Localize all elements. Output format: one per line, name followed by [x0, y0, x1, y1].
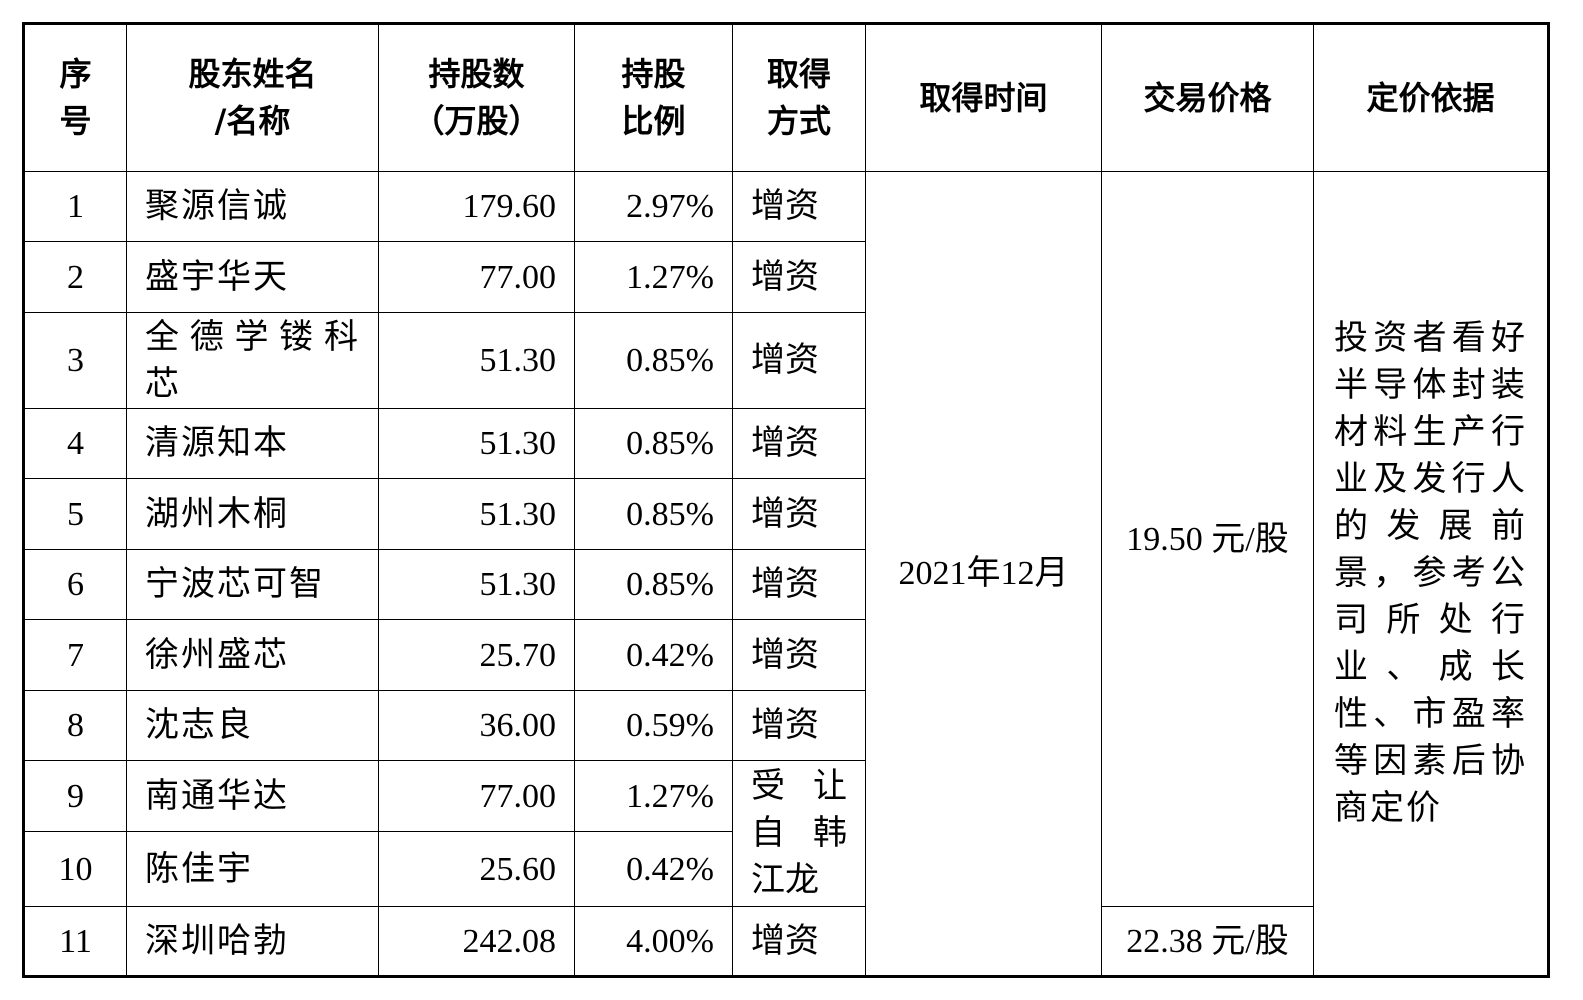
row: 11 深圳哈勃 242.08 4.00% 增资 22.38 元/股 — [23, 906, 1549, 977]
seq-cell: 4 — [23, 408, 127, 479]
header-cell: 取得时间 — [865, 23, 1102, 172]
shares-cell: 51.30 — [378, 312, 575, 409]
method-cell: 增资 — [732, 549, 866, 620]
header-cell: 定价依据 — [1313, 23, 1549, 172]
ratio-cell: 1.27% — [574, 241, 733, 313]
seq-cell: 7 — [23, 619, 127, 691]
header-cell: 交易价格 — [1101, 23, 1314, 172]
name-cell: 清源知本 — [126, 408, 379, 479]
name-cell: 陈佳宇 — [126, 831, 379, 907]
name-cell: 徐州盛芯 — [126, 619, 379, 691]
shareholder-table: 序 号股东姓名 /名称 持股数 （万股） 持股 比例 取得 方式 取得时间 交易价格 定价依… — [22, 22, 1550, 978]
method-cell: 增资 — [732, 312, 866, 409]
shares-cell: 77.00 — [378, 760, 575, 832]
shares-cell: 179.60 — [378, 171, 575, 242]
shares-cell: 242.08 — [378, 906, 575, 977]
row: 7 徐州盛芯 25.70 0.42% 增资 — [23, 619, 1549, 691]
name-cell: 沈志良 — [126, 690, 379, 761]
ratio-cell: 0.42% — [574, 831, 733, 907]
ratio-cell: 0.85% — [574, 312, 733, 409]
header-cell: 股东姓名 /名称 — [126, 23, 379, 172]
method-cell: 增资 — [732, 171, 866, 242]
row: 9 南通华达 77.00 1.27% 受让自韩江龙 — [23, 760, 1549, 907]
shares-cell: 51.30 — [378, 549, 575, 620]
price-cell: 22.38 元/股 — [1101, 906, 1314, 977]
ratio-cell: 0.59% — [574, 690, 733, 761]
name-cell: 全德学镂科芯 — [126, 312, 379, 409]
ratio-cell: 1.27% — [574, 760, 733, 832]
name-cell: 宁波芯可智 — [126, 549, 379, 620]
seq-cell: 1 — [23, 171, 127, 242]
seq-cell: 9 — [23, 760, 127, 832]
seq-cell: 2 — [23, 241, 127, 313]
seq-cell: 5 — [23, 478, 127, 550]
method-cell: 增资 — [732, 408, 866, 479]
price-cell: 19.50 元/股 — [1101, 171, 1314, 907]
header-row: 序 号股东姓名 /名称 持股数 （万股） 持股 比例 取得 方式 取得时间 交易价格 定价依… — [23, 23, 1549, 172]
method-cell: 增资 — [732, 241, 866, 313]
seq-cell: 11 — [23, 906, 127, 977]
shares-cell: 51.30 — [378, 478, 575, 550]
name-cell: 盛宇华天 — [126, 241, 379, 313]
row: 6 宁波芯可智 51.30 0.85% 增资 — [23, 549, 1549, 620]
row: 10 陈佳宇 25.60 0.42% — [23, 831, 1549, 907]
ratio-cell: 0.85% — [574, 408, 733, 479]
method-cell: 增资 — [732, 619, 866, 691]
shares-cell: 25.60 — [378, 831, 575, 907]
header-cell: 持股数 （万股） — [378, 23, 575, 172]
shares-cell: 77.00 — [378, 241, 575, 313]
time-cell: 2021年12月 — [865, 171, 1102, 977]
ratio-cell: 0.85% — [574, 549, 733, 620]
name-cell: 南通华达 — [126, 760, 379, 832]
seq-cell: 6 — [23, 549, 127, 620]
name-cell: 聚源信诚 — [126, 171, 379, 242]
shares-cell: 51.30 — [378, 408, 575, 479]
basis-cell: 投资者看好半导体封装材料生产行业及发行人的发展前景，参考公司所处行业、成长性、市… — [1313, 171, 1549, 977]
ratio-cell: 2.97% — [574, 171, 733, 242]
row: 3 全德学镂科芯 51.30 0.85% 增资 — [23, 312, 1549, 409]
row: 8 沈志良 36.00 0.59% 增资 — [23, 690, 1549, 761]
seq-cell: 8 — [23, 690, 127, 761]
header-cell: 序 号 — [23, 23, 127, 172]
row: 1 聚源信诚 179.60 2.97% 增资 2021年12月 19.50 元/股 投资者看好… — [23, 171, 1549, 977]
method-cell: 增资 — [732, 478, 866, 550]
ratio-cell: 0.85% — [574, 478, 733, 550]
method-cell: 增资 — [732, 690, 866, 761]
shares-cell: 36.00 — [378, 690, 575, 761]
row: 2 盛宇华天 77.00 1.27% 增资 — [23, 241, 1549, 313]
method-cell: 增资 — [732, 906, 866, 977]
method-cell: 受让自韩江龙 — [732, 760, 866, 907]
ratio-cell: 4.00% — [574, 906, 733, 977]
name-cell: 深圳哈勃 — [126, 906, 379, 977]
header-cell: 取得 方式 — [732, 23, 866, 172]
header-cell: 持股 比例 — [574, 23, 733, 172]
ratio-cell: 0.42% — [574, 619, 733, 691]
name-cell: 湖州木桐 — [126, 478, 379, 550]
table-body: 1 聚源信诚 179.60 2.97% 增资 2021年12月 19.50 元/股 投资者看好… — [23, 171, 1549, 977]
seq-cell: 10 — [23, 831, 127, 907]
seq-cell: 3 — [23, 312, 127, 409]
shares-cell: 25.70 — [378, 619, 575, 691]
